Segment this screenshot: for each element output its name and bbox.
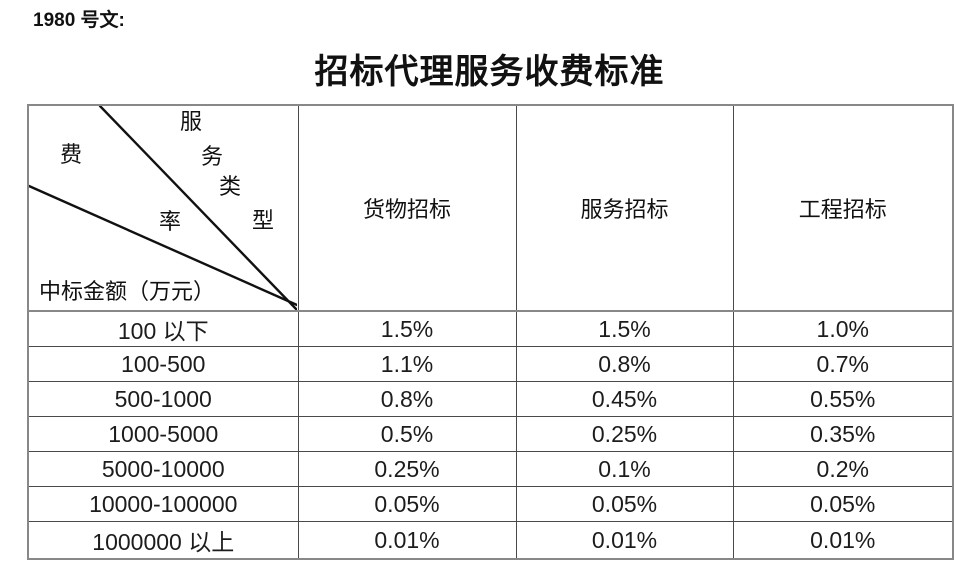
row-label: 1000-5000 <box>27 416 299 452</box>
row-label: 10000-100000 <box>27 486 299 522</box>
cell-value: 0.5% <box>297 416 517 452</box>
corner-fee-rate-char-2: 率 <box>159 209 182 234</box>
table-row: 1000-5000 0.5% 0.25% 0.35% <box>27 416 954 452</box>
fee-table: 服 务 类 型 费 率 中标金额（万元） 货物招标 服务招标 工程招标 100 … <box>27 104 954 560</box>
row-label: 100-500 <box>27 346 299 382</box>
cell-value: 0.05% <box>732 486 954 522</box>
cell-value: 0.35% <box>732 416 954 452</box>
cell-value: 0.7% <box>732 346 954 382</box>
cell-value: 1.0% <box>732 310 954 347</box>
cell-value: 0.1% <box>515 451 734 487</box>
diagonal-line-lower <box>29 184 297 307</box>
row-label: 1000000 以上 <box>27 521 299 560</box>
diagonal-lines <box>29 106 297 309</box>
row-label: 100 以下 <box>27 310 299 347</box>
corner-header-cell: 服 务 类 型 费 率 中标金额（万元） <box>27 104 299 312</box>
table-row: 500-1000 0.8% 0.45% 0.55% <box>27 381 954 417</box>
cell-value: 0.05% <box>297 486 517 522</box>
cell-value: 0.55% <box>732 381 954 417</box>
cell-value: 0.01% <box>515 521 734 560</box>
cell-value: 0.01% <box>297 521 517 560</box>
corner-amount-label: 中标金额（万元） <box>39 279 216 304</box>
cell-value: 1.5% <box>297 310 517 347</box>
corner-service-type-char-3: 类 <box>219 174 242 199</box>
row-label: 5000-10000 <box>27 451 299 487</box>
column-header-works: 工程招标 <box>732 104 954 312</box>
column-header-services: 服务招标 <box>515 104 734 312</box>
corner-service-type-char-1: 服 <box>180 109 203 134</box>
doc-number: 1980 号文: <box>33 10 125 31</box>
diagonal-line-upper <box>98 106 297 309</box>
cell-value: 0.45% <box>515 381 734 417</box>
table-row: 5000-10000 0.25% 0.1% 0.2% <box>27 451 954 487</box>
page-title: 招标代理服务收费标准 <box>314 54 665 91</box>
cell-value: 1.5% <box>515 310 734 347</box>
table-row: 100 以下 1.5% 1.5% 1.0% <box>27 310 954 347</box>
cell-value: 0.25% <box>515 416 734 452</box>
cell-value: 0.01% <box>732 521 954 560</box>
corner-fee-rate-char-1: 费 <box>60 142 83 167</box>
column-header-goods: 货物招标 <box>297 104 517 312</box>
table-row: 100-500 1.1% 0.8% 0.7% <box>27 346 954 382</box>
header-row: 服 务 类 型 费 率 中标金额（万元） 货物招标 服务招标 工程招标 <box>27 104 954 312</box>
cell-value: 0.05% <box>515 486 734 522</box>
table-row: 10000-100000 0.05% 0.05% 0.05% <box>27 486 954 522</box>
cell-value: 0.2% <box>732 451 954 487</box>
corner-service-type-char-4: 型 <box>252 208 275 233</box>
cell-value: 1.1% <box>297 346 517 382</box>
cell-value: 0.25% <box>297 451 517 487</box>
table-row: 1000000 以上 0.01% 0.01% 0.01% <box>27 521 954 560</box>
corner-service-type-char-2: 务 <box>201 144 224 169</box>
row-label: 500-1000 <box>27 381 299 417</box>
cell-value: 0.8% <box>515 346 734 382</box>
cell-value: 0.8% <box>297 381 517 417</box>
